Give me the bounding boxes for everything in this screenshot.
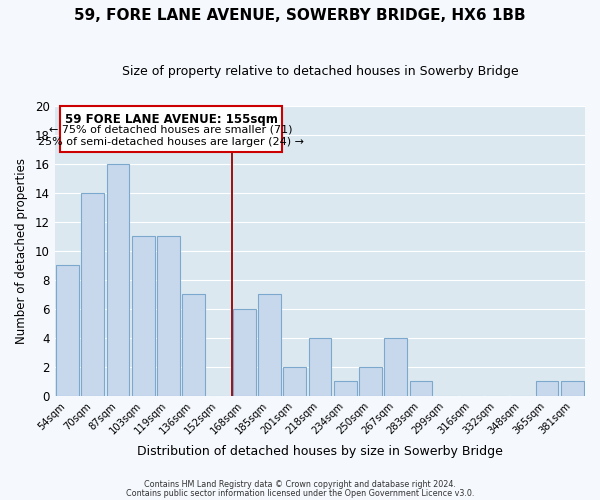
FancyBboxPatch shape (60, 106, 282, 152)
Text: Contains HM Land Registry data © Crown copyright and database right 2024.: Contains HM Land Registry data © Crown c… (144, 480, 456, 489)
Text: 59, FORE LANE AVENUE, SOWERBY BRIDGE, HX6 1BB: 59, FORE LANE AVENUE, SOWERBY BRIDGE, HX… (74, 8, 526, 22)
X-axis label: Distribution of detached houses by size in Sowerby Bridge: Distribution of detached houses by size … (137, 444, 503, 458)
Bar (258, 294, 281, 396)
Bar (561, 381, 584, 396)
Bar (182, 294, 205, 396)
Text: 25% of semi-detached houses are larger (24) →: 25% of semi-detached houses are larger (… (38, 138, 304, 147)
Bar (132, 236, 155, 396)
Bar (157, 236, 180, 396)
Y-axis label: Number of detached properties: Number of detached properties (15, 158, 28, 344)
Bar (410, 381, 432, 396)
Bar (233, 308, 256, 396)
Text: Contains public sector information licensed under the Open Government Licence v3: Contains public sector information licen… (126, 488, 474, 498)
Bar (107, 164, 129, 396)
Bar (384, 338, 407, 396)
Bar (56, 265, 79, 396)
Bar (536, 381, 559, 396)
Text: 59 FORE LANE AVENUE: 155sqm: 59 FORE LANE AVENUE: 155sqm (65, 113, 277, 126)
Bar (82, 192, 104, 396)
Bar (334, 381, 356, 396)
Text: ← 75% of detached houses are smaller (71): ← 75% of detached houses are smaller (71… (49, 124, 293, 134)
Title: Size of property relative to detached houses in Sowerby Bridge: Size of property relative to detached ho… (122, 65, 518, 78)
Bar (359, 366, 382, 396)
Bar (283, 366, 306, 396)
Bar (308, 338, 331, 396)
